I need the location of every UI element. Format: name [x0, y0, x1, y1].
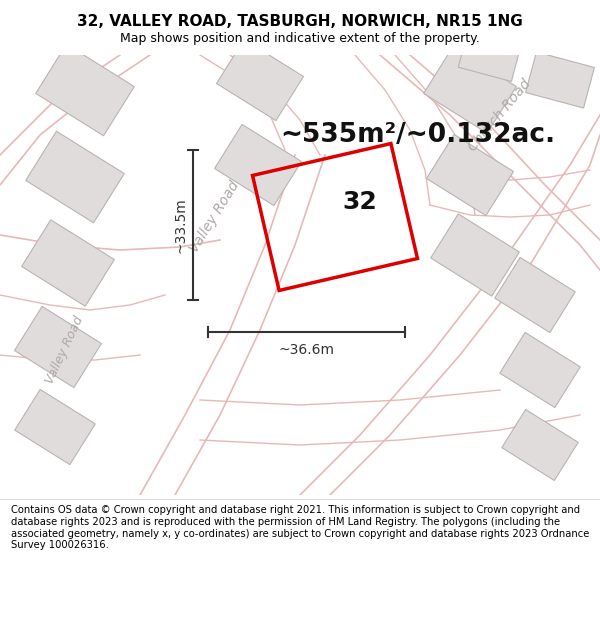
Polygon shape: [217, 39, 304, 121]
Polygon shape: [500, 332, 580, 408]
Text: Map shows position and indicative extent of the property.: Map shows position and indicative extent…: [120, 32, 480, 45]
Text: Contains OS data © Crown copyright and database right 2021. This information is : Contains OS data © Crown copyright and d…: [11, 506, 589, 550]
Text: 32: 32: [343, 190, 377, 214]
Polygon shape: [15, 389, 95, 464]
Polygon shape: [502, 409, 578, 481]
Polygon shape: [215, 124, 301, 206]
Text: Church Road: Church Road: [466, 76, 534, 154]
Polygon shape: [495, 258, 575, 332]
Text: ~33.5m: ~33.5m: [174, 197, 188, 253]
Text: Valley Road: Valley Road: [44, 314, 86, 386]
Text: 32, VALLEY ROAD, TASBURGH, NORWICH, NR15 1NG: 32, VALLEY ROAD, TASBURGH, NORWICH, NR15…: [77, 14, 523, 29]
Text: ~36.6m: ~36.6m: [278, 343, 335, 357]
Polygon shape: [14, 306, 101, 388]
Polygon shape: [458, 29, 522, 81]
Text: Valley Road: Valley Road: [188, 179, 242, 255]
Polygon shape: [431, 214, 520, 296]
Text: ~535m²/~0.132ac.: ~535m²/~0.132ac.: [280, 122, 555, 148]
Polygon shape: [26, 131, 124, 222]
Polygon shape: [526, 52, 595, 108]
Polygon shape: [22, 220, 115, 306]
Polygon shape: [36, 44, 134, 136]
Polygon shape: [427, 134, 514, 216]
Polygon shape: [424, 47, 517, 133]
